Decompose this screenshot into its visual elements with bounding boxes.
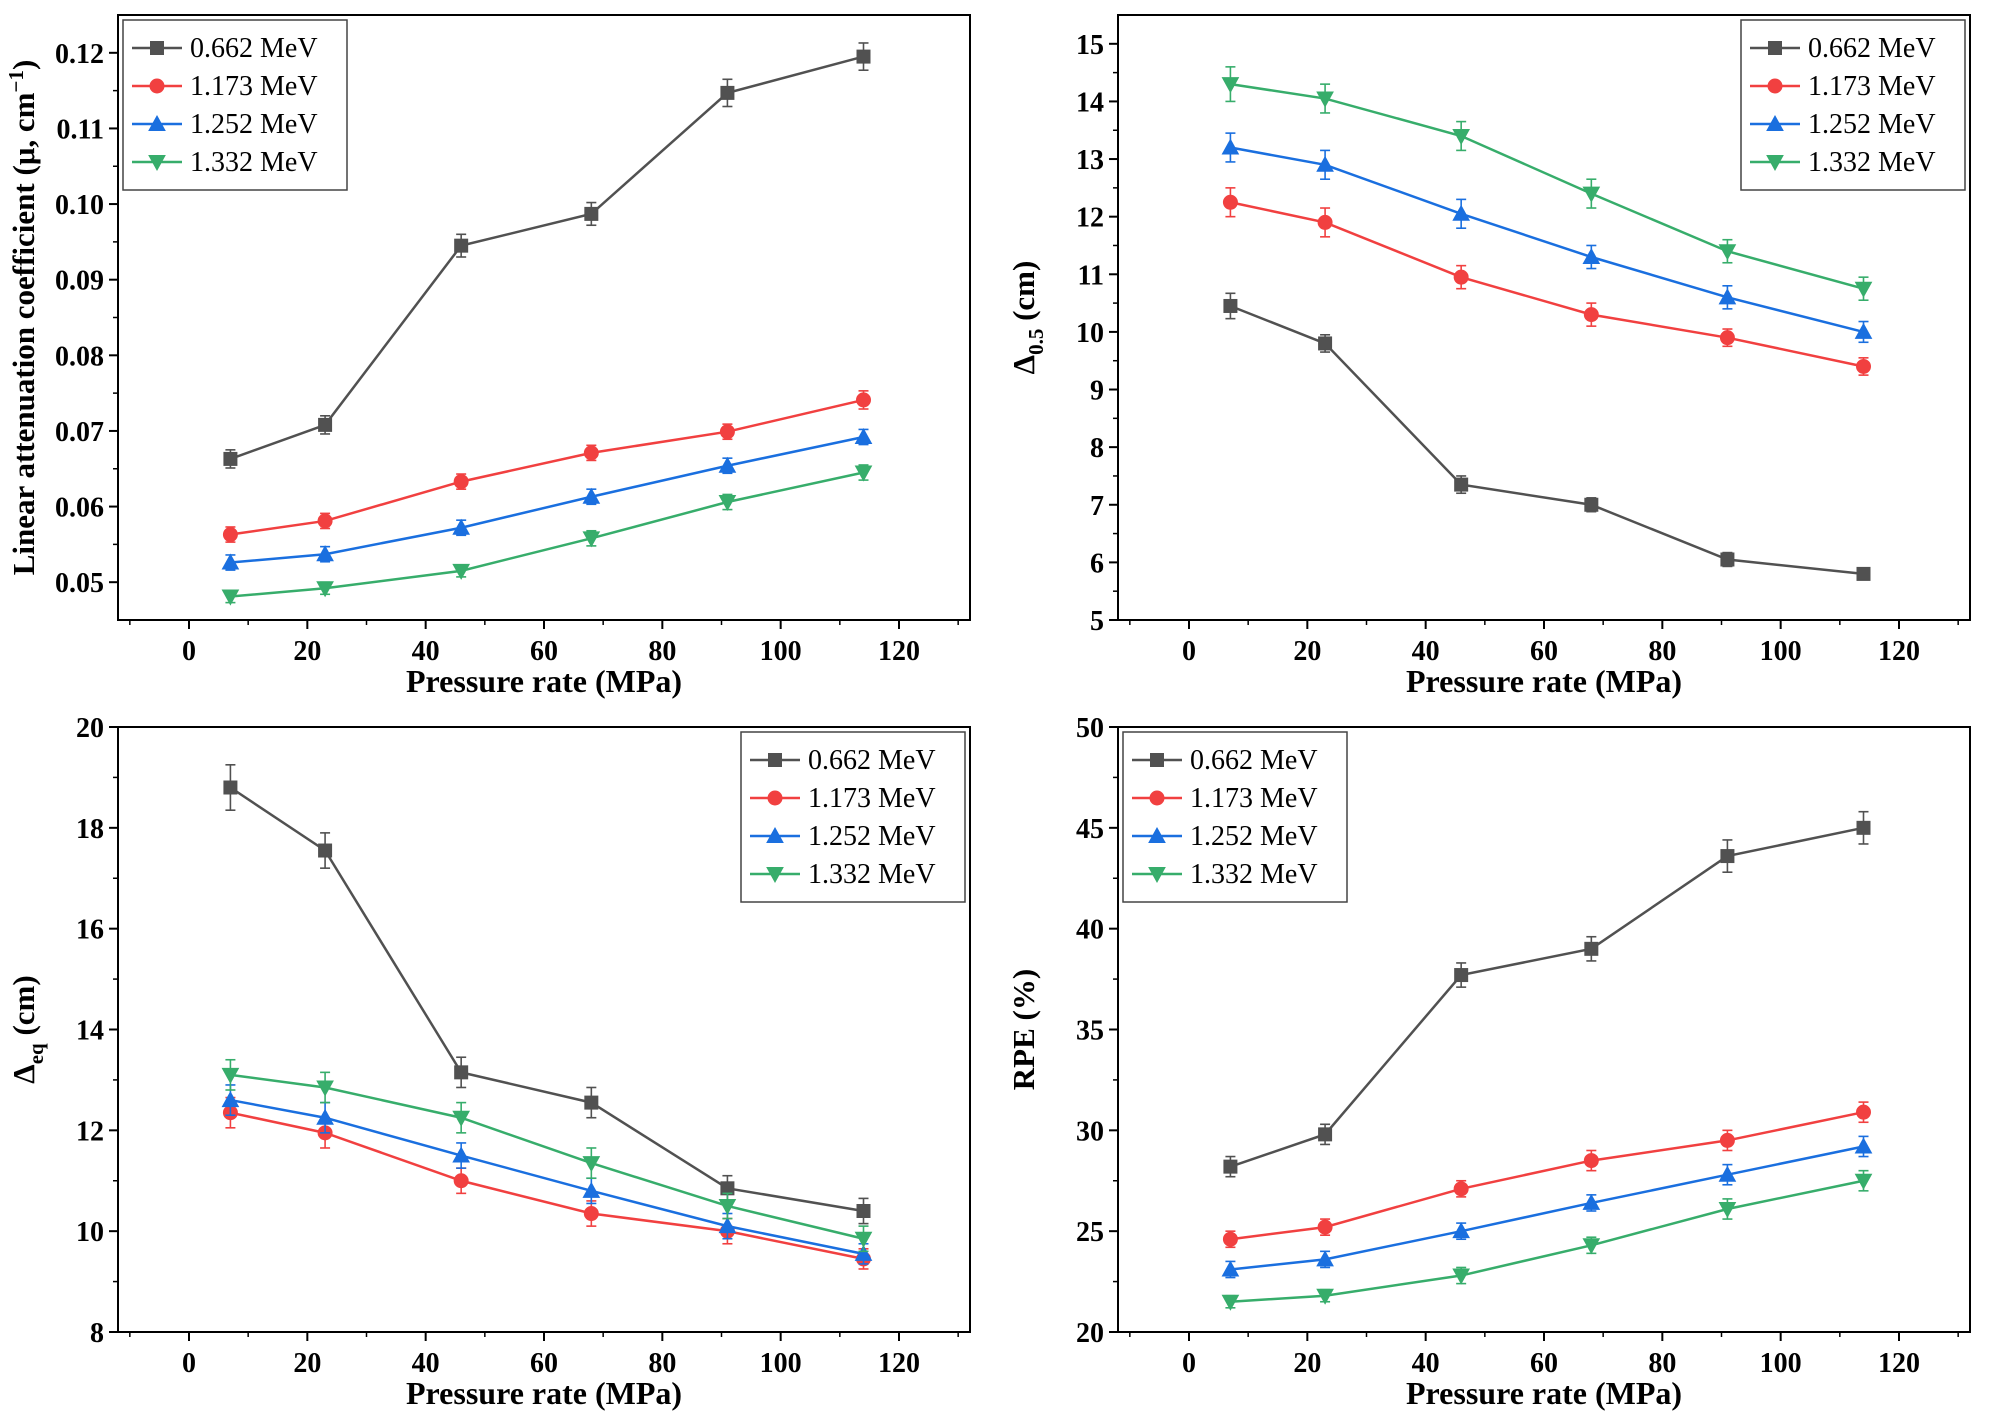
svg-text:5: 5: [1090, 606, 1104, 637]
svg-text:1.332 MeV: 1.332 MeV: [808, 859, 936, 890]
svg-text:8: 8: [1090, 433, 1104, 464]
chart-panel-linear-attenuation: 0 20 40 60 80 100 120 0.05 0.06 0.07 0.08 0.09 0.10 0…: [0, 0, 1000, 712]
chart-linear-attenuation: 0 20 40 60 80 100 120 0.05 0.06 0.07 0.08 0.09 0.10 0…: [4, 14, 971, 699]
svg-text:40: 40: [412, 1348, 440, 1379]
svg-text:100: 100: [1760, 1348, 1802, 1379]
chart-delta-0-5: 0 20 40 60 80 100 120 5 6 7 8 9 10 11 12 13 14 15 Pressure…: [1006, 14, 1971, 699]
svg-text:0.662 MeV: 0.662 MeV: [1808, 33, 1936, 64]
svg-text:20: 20: [1293, 636, 1321, 667]
svg-text:1.332 MeV: 1.332 MeV: [1808, 147, 1936, 178]
svg-text:Δeq (cm): Δeq (cm): [6, 975, 48, 1083]
svg-text:8: 8: [90, 1318, 104, 1349]
svg-text:0.662 MeV: 0.662 MeV: [1190, 745, 1318, 776]
svg-text:14: 14: [1076, 87, 1104, 118]
svg-text:60: 60: [530, 636, 558, 667]
svg-text:100: 100: [760, 636, 802, 667]
svg-text:12: 12: [76, 1116, 104, 1147]
svg-text:40: 40: [412, 636, 440, 667]
svg-text:120: 120: [878, 636, 920, 667]
svg-text:120: 120: [878, 1348, 920, 1379]
svg-text:0.662 MeV: 0.662 MeV: [190, 33, 318, 64]
svg-text:Pressure rate (MPa): Pressure rate (MPa): [406, 663, 682, 699]
svg-text:Pressure rate (MPa): Pressure rate (MPa): [406, 1375, 682, 1411]
svg-text:50: 50: [1076, 713, 1104, 744]
svg-text:60: 60: [1530, 1348, 1558, 1379]
svg-text:80: 80: [1648, 636, 1676, 667]
svg-text:0.12: 0.12: [55, 39, 104, 70]
svg-text:0: 0: [1182, 636, 1196, 667]
svg-text:0.05: 0.05: [55, 568, 104, 599]
svg-text:20: 20: [1293, 1348, 1321, 1379]
svg-text:0: 0: [182, 636, 196, 667]
svg-text:Pressure rate (MPa): Pressure rate (MPa): [1406, 1375, 1682, 1411]
svg-text:7: 7: [1090, 491, 1104, 522]
svg-text:0.07: 0.07: [55, 417, 104, 448]
svg-text:60: 60: [530, 1348, 558, 1379]
svg-text:9: 9: [1090, 376, 1104, 407]
svg-text:100: 100: [1760, 636, 1802, 667]
svg-text:20: 20: [293, 1348, 321, 1379]
svg-text:1.332 MeV: 1.332 MeV: [1190, 859, 1318, 890]
svg-text:10: 10: [1076, 318, 1104, 349]
svg-text:16: 16: [76, 915, 104, 946]
svg-text:0.09: 0.09: [55, 266, 104, 297]
svg-text:18: 18: [76, 814, 104, 845]
svg-text:40: 40: [1412, 1348, 1440, 1379]
svg-text:14: 14: [76, 1016, 104, 1047]
svg-text:10: 10: [76, 1217, 104, 1248]
svg-text:1.332 MeV: 1.332 MeV: [190, 147, 318, 178]
svg-text:1.173 MeV: 1.173 MeV: [190, 71, 318, 102]
chart-panel-rpe: 0 20 40 60 80 100 120 20 25 30 35 40 45 50 Pressure ra…: [1000, 712, 2000, 1425]
svg-text:13: 13: [1076, 145, 1104, 176]
chart-rpe: 0 20 40 60 80 100 120 20 25 30 35 40 45 50 Pressure ra…: [1006, 713, 1971, 1411]
svg-text:0: 0: [182, 1348, 196, 1379]
svg-text:12: 12: [1076, 203, 1104, 234]
svg-text:80: 80: [648, 1348, 676, 1379]
svg-text:0: 0: [1182, 1348, 1196, 1379]
svg-text:1.252 MeV: 1.252 MeV: [190, 109, 318, 140]
svg-text:0.10: 0.10: [55, 190, 104, 221]
svg-text:80: 80: [648, 636, 676, 667]
svg-text:40: 40: [1412, 636, 1440, 667]
svg-text:60: 60: [1530, 636, 1558, 667]
svg-text:120: 120: [1878, 1348, 1920, 1379]
svg-text:Linear attenuation coefficient: Linear attenuation coefficient (μ, cm−1): [4, 60, 41, 576]
chart-delta-eq: 0 20 40 60 80 100 120 8 10 12 14 16 18 20 Pressure rat…: [6, 713, 971, 1411]
chart-panel-delta-eq: 0 20 40 60 80 100 120 8 10 12 14 16 18 20 Pressure rat…: [0, 712, 1000, 1425]
chart-panel-delta-0-5: 0 20 40 60 80 100 120 5 6 7 8 9 10 11 12 13 14 15 Pressure…: [1000, 0, 2000, 712]
svg-text:1.173 MeV: 1.173 MeV: [808, 783, 936, 814]
svg-text:1.252 MeV: 1.252 MeV: [1190, 821, 1318, 852]
svg-text:15: 15: [1076, 30, 1104, 61]
svg-text:80: 80: [1648, 1348, 1676, 1379]
svg-text:20: 20: [1076, 1318, 1104, 1349]
svg-text:1.252 MeV: 1.252 MeV: [808, 821, 936, 852]
svg-text:Pressure rate (MPa): Pressure rate (MPa): [1406, 663, 1682, 699]
svg-text:0.662 MeV: 0.662 MeV: [808, 745, 936, 776]
svg-text:1.252 MeV: 1.252 MeV: [1808, 109, 1936, 140]
svg-text:20: 20: [76, 713, 104, 744]
svg-text:0.11: 0.11: [57, 114, 104, 145]
svg-text:0.08: 0.08: [55, 341, 104, 372]
svg-text:30: 30: [1076, 1116, 1104, 1147]
svg-text:1.173 MeV: 1.173 MeV: [1190, 783, 1318, 814]
svg-text:45: 45: [1076, 814, 1104, 845]
svg-text:120: 120: [1878, 636, 1920, 667]
svg-text:40: 40: [1076, 915, 1104, 946]
svg-text:11: 11: [1078, 260, 1104, 291]
svg-text:0.06: 0.06: [55, 493, 104, 524]
svg-text:35: 35: [1076, 1016, 1104, 1047]
svg-text:1.173 MeV: 1.173 MeV: [1808, 71, 1936, 102]
svg-text:RPE (%): RPE (%): [1006, 969, 1041, 1090]
svg-text:6: 6: [1090, 548, 1104, 579]
svg-text:20: 20: [293, 636, 321, 667]
svg-text:100: 100: [760, 1348, 802, 1379]
svg-text:Δ0.5 (cm): Δ0.5 (cm): [1006, 261, 1048, 375]
svg-text:25: 25: [1076, 1217, 1104, 1248]
